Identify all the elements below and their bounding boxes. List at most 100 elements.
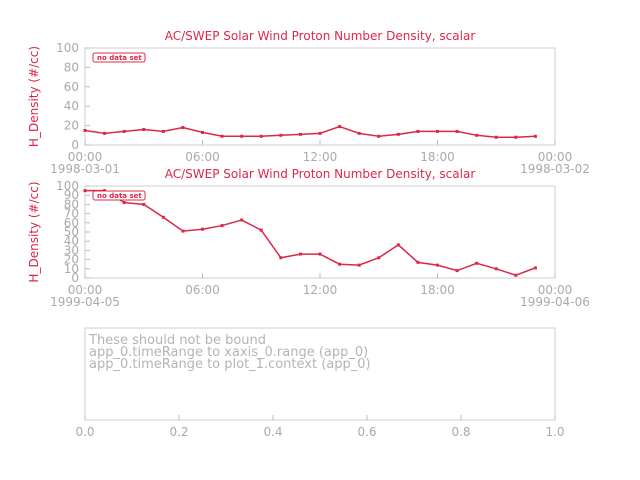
annotation: app_0.timeRange to xaxis_0.range (app_0)	[89, 345, 368, 360]
data-point	[377, 256, 381, 260]
y-tick-label: 40	[64, 99, 79, 113]
x-tick-label: 00:00	[68, 283, 103, 297]
data-point	[357, 131, 361, 135]
legend-box	[92, 190, 146, 201]
data-point	[377, 134, 381, 138]
data-point	[259, 134, 263, 138]
data-point	[103, 131, 107, 135]
x-tick-date: 1999-04-05	[50, 295, 120, 309]
data-point	[338, 125, 342, 129]
data-point	[240, 134, 244, 138]
data-point	[298, 132, 302, 136]
data-point	[494, 135, 498, 139]
y-tick-label: 60	[64, 216, 79, 230]
y-tick-label: 70	[64, 207, 79, 221]
chart-title: AC/SWEP Solar Wind Proton Number Density…	[165, 167, 476, 181]
plot-frame	[84, 327, 556, 421]
y-tick-label: 10	[64, 262, 79, 276]
x-tick-label: 12:00	[303, 150, 338, 164]
legend-label: no data set	[97, 192, 142, 200]
data-point	[161, 129, 165, 133]
plot-frame	[84, 185, 556, 279]
data-point	[318, 252, 322, 256]
data-point	[455, 269, 459, 273]
data-point	[416, 260, 420, 264]
y-tick-label: 20	[64, 119, 79, 133]
data-point	[240, 218, 244, 222]
data-point	[436, 129, 439, 133]
legend-box	[92, 52, 146, 63]
x-tick-label: 0.6	[357, 425, 376, 439]
y-tick-label: 50	[64, 225, 79, 239]
data-point	[83, 128, 87, 132]
data-point	[122, 129, 126, 133]
x-tick-date: 1998-03-02	[520, 162, 590, 176]
data-point	[298, 252, 302, 256]
data-point	[436, 263, 439, 267]
x-tick-label: 0.2	[169, 425, 188, 439]
data-point	[416, 129, 420, 133]
data-point	[514, 273, 518, 277]
y-tick-label: 20	[64, 253, 79, 267]
data-point	[142, 202, 146, 206]
data-point	[122, 201, 126, 205]
annotation: These should not be bound	[88, 333, 266, 348]
x-tick-label: 18:00	[420, 283, 455, 297]
y-tick-label: 0	[71, 138, 79, 152]
data-point	[259, 228, 263, 232]
data-point	[220, 134, 224, 138]
y-tick-label: 90	[64, 188, 79, 202]
y-axis-label: H_Density (#/cc)	[27, 181, 41, 282]
data-point	[338, 262, 342, 266]
data-point	[514, 135, 518, 139]
data-point	[396, 243, 400, 247]
data-point	[279, 133, 283, 137]
data-point	[220, 224, 224, 228]
y-axis-label: H_Density (#/cc)	[27, 46, 41, 147]
data-point	[181, 126, 185, 130]
data-point	[83, 189, 87, 193]
legend-label: no data set	[97, 54, 142, 62]
annotation: app_0.timeRange to plot_1.context (app_0…	[89, 357, 371, 372]
y-tick-label: 80	[64, 60, 79, 74]
data-point	[475, 133, 479, 137]
y-tick-label: 100	[56, 179, 79, 193]
y-tick-label: 100	[56, 41, 79, 55]
data-point	[161, 215, 165, 219]
data-point	[318, 131, 322, 135]
x-tick-label: 0.4	[263, 425, 282, 439]
data-point	[533, 266, 537, 270]
y-tick-label: 60	[64, 80, 79, 94]
x-tick-label: 1.0	[545, 425, 564, 439]
data-point	[533, 134, 537, 138]
data-point	[357, 263, 361, 267]
x-tick-label: 00:00	[68, 150, 103, 164]
x-tick-label: 00:00	[538, 150, 573, 164]
x-tick-label: 0.8	[451, 425, 470, 439]
x-tick-label: 00:00	[538, 283, 573, 297]
data-point	[201, 130, 204, 134]
y-tick-label: 80	[64, 197, 79, 211]
data-point	[396, 132, 400, 136]
chart-title: AC/SWEP Solar Wind Proton Number Density…	[165, 29, 476, 43]
data-line	[84, 125, 536, 138]
data-point	[181, 229, 185, 233]
y-tick-label: 30	[64, 243, 79, 257]
x-tick-label: 06:00	[185, 283, 220, 297]
x-tick-label: 18:00	[420, 150, 455, 164]
data-line	[85, 189, 536, 277]
x-tick-label: 0.0	[75, 425, 94, 439]
data-point	[201, 227, 204, 231]
x-tick-date: 1998-03-01	[50, 162, 120, 176]
data-point	[494, 267, 498, 271]
x-tick-label: 12:00	[303, 283, 338, 297]
x-tick-label: 06:00	[185, 150, 220, 164]
data-point	[455, 129, 459, 133]
data-point	[279, 256, 283, 260]
x-tick-date: 1999-04-06	[520, 295, 590, 309]
data-point	[475, 261, 479, 265]
y-tick-label: 0	[71, 271, 79, 285]
data-point	[142, 127, 146, 131]
y-tick-label: 40	[64, 234, 79, 248]
